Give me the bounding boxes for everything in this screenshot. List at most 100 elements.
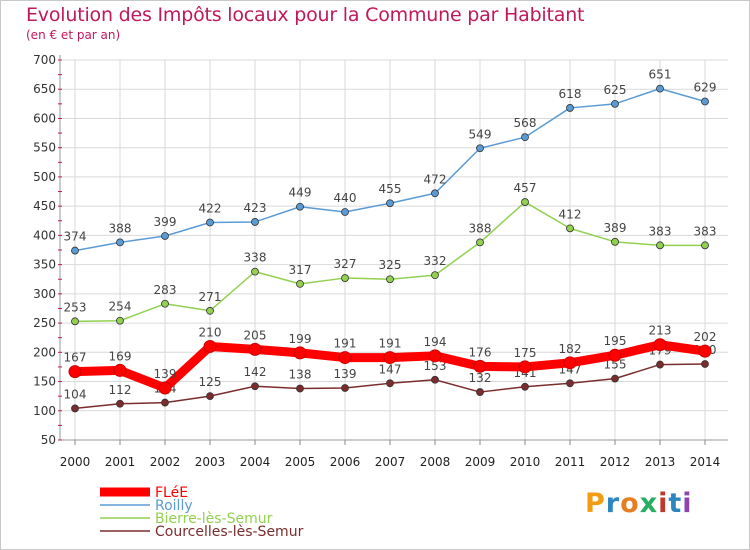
data-label-bierre-l-s-semur: 383 bbox=[694, 224, 717, 238]
data-label-roilly: 625 bbox=[604, 83, 627, 97]
data-label-courcelles-l-s-semur: 138 bbox=[289, 368, 312, 382]
x-tick-label: 2009 bbox=[465, 455, 496, 469]
data-label-roilly: 651 bbox=[649, 68, 672, 82]
data-point-courcelles-l-s-semur bbox=[701, 360, 709, 368]
data-point-fl-e bbox=[248, 342, 262, 356]
data-label-roilly: 449 bbox=[289, 186, 312, 200]
data-label-bierre-l-s-semur: 389 bbox=[604, 221, 627, 235]
data-label-fl-e: 191 bbox=[334, 337, 357, 351]
data-point-courcelles-l-s-semur bbox=[611, 374, 619, 383]
data-label-roilly: 440 bbox=[334, 191, 357, 205]
data-label-bierre-l-s-semur: 338 bbox=[244, 251, 267, 265]
data-point-roilly bbox=[431, 189, 439, 198]
x-tick-label: 2011 bbox=[555, 455, 586, 469]
data-point-courcelles-l-s-semur bbox=[116, 399, 124, 408]
y-tick-label: 300 bbox=[33, 287, 56, 301]
data-point-fl-e bbox=[653, 338, 667, 352]
data-label-roilly: 568 bbox=[514, 116, 537, 130]
x-tick-label: 2003 bbox=[195, 455, 226, 469]
x-tick-label: 2007 bbox=[375, 455, 406, 469]
data-point-roilly bbox=[71, 246, 79, 255]
legend-label-fl-e: FLéE bbox=[155, 485, 188, 501]
data-point-courcelles-l-s-semur bbox=[251, 382, 259, 391]
data-point-bierre-l-s-semur bbox=[251, 267, 259, 276]
data-label-roilly: 629 bbox=[694, 81, 717, 95]
data-point-bierre-l-s-semur bbox=[161, 299, 169, 308]
data-label-fl-e: 182 bbox=[559, 342, 582, 356]
y-tick-label: 450 bbox=[33, 199, 56, 213]
y-tick-label: 150 bbox=[33, 375, 56, 389]
data-label-courcelles-l-s-semur: 155 bbox=[604, 358, 627, 372]
data-point-roilly bbox=[161, 232, 169, 240]
data-point-bierre-l-s-semur bbox=[116, 316, 124, 325]
data-point-roilly bbox=[206, 218, 214, 227]
data-label-bierre-l-s-semur: 457 bbox=[514, 181, 537, 195]
data-label-roilly: 399 bbox=[154, 215, 177, 229]
x-tick-label: 2002 bbox=[150, 455, 181, 469]
data-point-courcelles-l-s-semur bbox=[206, 392, 214, 401]
x-tick-label: 2001 bbox=[105, 455, 136, 469]
data-label-courcelles-l-s-semur: 132 bbox=[469, 371, 492, 385]
y-tick-label: 350 bbox=[33, 258, 56, 272]
data-label-fl-e: 176 bbox=[469, 345, 492, 359]
data-label-roilly: 549 bbox=[469, 127, 492, 141]
x-tick-label: 2000 bbox=[60, 455, 91, 469]
data-point-fl-e bbox=[293, 346, 307, 360]
data-label-courcelles-l-s-semur: 139 bbox=[334, 367, 357, 381]
data-point-fl-e bbox=[113, 363, 127, 377]
y-tick-label: 600 bbox=[33, 111, 56, 125]
data-label-bierre-l-s-semur: 383 bbox=[649, 224, 672, 238]
y-tick-label: 500 bbox=[33, 170, 56, 184]
x-tick-label: 2013 bbox=[645, 455, 676, 469]
legend-label-bierre-l-s-semur: Bierre-lès-Semur bbox=[155, 511, 273, 527]
data-point-fl-e bbox=[473, 359, 487, 373]
data-label-fl-e: 202 bbox=[694, 330, 717, 344]
data-label-fl-e: 194 bbox=[424, 335, 447, 349]
data-label-courcelles-l-s-semur: 125 bbox=[199, 375, 222, 389]
x-tick-label: 2006 bbox=[330, 455, 361, 469]
data-point-bierre-l-s-semur bbox=[476, 238, 484, 247]
data-point-courcelles-l-s-semur bbox=[521, 382, 529, 391]
data-point-bierre-l-s-semur bbox=[656, 241, 664, 250]
data-label-courcelles-l-s-semur: 153 bbox=[424, 359, 447, 373]
data-point-fl-e bbox=[428, 349, 442, 363]
data-label-roilly: 374 bbox=[64, 230, 87, 244]
data-point-fl-e bbox=[698, 344, 712, 358]
data-point-bierre-l-s-semur bbox=[611, 237, 619, 246]
data-label-bierre-l-s-semur: 327 bbox=[334, 257, 357, 271]
data-point-bierre-l-s-semur bbox=[296, 280, 304, 288]
data-point-roilly bbox=[251, 218, 259, 226]
data-label-fl-e: 175 bbox=[514, 346, 537, 360]
data-point-roilly bbox=[476, 144, 484, 153]
data-point-courcelles-l-s-semur bbox=[431, 375, 439, 384]
data-point-bierre-l-s-semur bbox=[206, 306, 214, 315]
data-label-fl-e: 210 bbox=[199, 325, 222, 339]
data-point-fl-e bbox=[68, 365, 82, 379]
data-point-roilly bbox=[521, 133, 529, 142]
data-point-roilly bbox=[566, 104, 574, 112]
data-label-bierre-l-s-semur: 325 bbox=[379, 258, 402, 272]
data-point-courcelles-l-s-semur bbox=[296, 384, 304, 393]
x-tick-label: 2005 bbox=[285, 455, 316, 469]
data-label-bierre-l-s-semur: 271 bbox=[199, 290, 222, 304]
data-point-bierre-l-s-semur bbox=[701, 241, 709, 250]
chart-title: Evolution des Impôts locaux pour la Comm… bbox=[26, 4, 585, 26]
y-tick-label: 200 bbox=[33, 345, 56, 359]
y-tick-label: 550 bbox=[33, 141, 56, 155]
proxiti-logo: Proxiti bbox=[585, 488, 693, 519]
y-tick-label: 100 bbox=[33, 404, 56, 418]
data-point-bierre-l-s-semur bbox=[431, 271, 439, 280]
data-point-roilly bbox=[611, 99, 619, 108]
data-label-roilly: 388 bbox=[109, 221, 132, 235]
data-label-bierre-l-s-semur: 253 bbox=[64, 300, 87, 314]
y-tick-label: 250 bbox=[33, 316, 56, 330]
data-label-roilly: 455 bbox=[379, 182, 402, 196]
data-point-fl-e bbox=[563, 356, 577, 370]
data-label-fl-e: 195 bbox=[604, 334, 627, 348]
data-label-fl-e: 191 bbox=[379, 337, 402, 351]
data-point-courcelles-l-s-semur bbox=[386, 379, 394, 388]
data-point-roilly bbox=[296, 202, 304, 211]
data-label-roilly: 422 bbox=[199, 202, 222, 216]
x-tick-label: 2004 bbox=[240, 455, 271, 469]
